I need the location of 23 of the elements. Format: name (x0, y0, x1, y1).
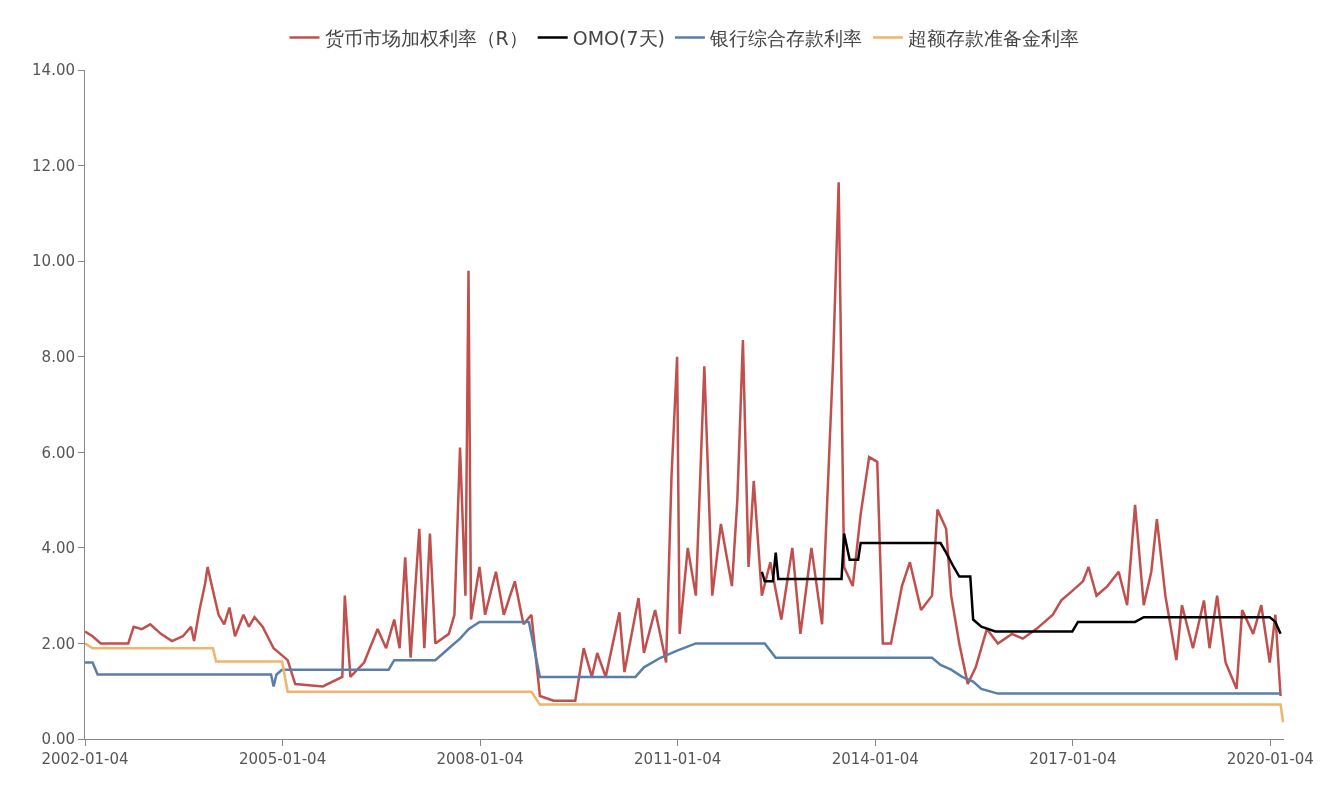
y-tick-label: 8.00 (41, 347, 75, 366)
legend-label: 货币市场加权利率（R） (324, 26, 528, 49)
y-tick-label: 4.00 (41, 539, 75, 558)
x-tick-label: 2020-01-04 (1226, 750, 1314, 768)
legend-label: OMO(7天) (572, 26, 665, 49)
line-series (760, 532, 1282, 636)
line-series (85, 181, 1282, 703)
y-tick-label: 0.00 (41, 730, 75, 749)
legend-label: 银行综合存款利率 (708, 26, 862, 49)
legend-label: 超额存款准备金利率 (907, 26, 1079, 49)
x-tick-label: 2011-01-04 (634, 750, 722, 768)
x-tick-label: 2008-01-04 (436, 750, 524, 768)
line-series (85, 620, 1282, 695)
y-tick-label: 2.00 (41, 634, 75, 653)
y-tick-label: 12.00 (32, 156, 75, 175)
y-tick-label: 6.00 (41, 443, 75, 462)
y-tick-label: 14.00 (32, 61, 75, 80)
x-tick-label: 2017-01-04 (1029, 750, 1117, 768)
x-tick-label: 2014-01-04 (831, 750, 919, 768)
y-tick-label: 10.00 (32, 252, 75, 271)
line-series (85, 642, 1284, 724)
x-tick-label: 2002-01-04 (41, 750, 129, 768)
x-tick-label: 2005-01-04 (239, 750, 327, 768)
